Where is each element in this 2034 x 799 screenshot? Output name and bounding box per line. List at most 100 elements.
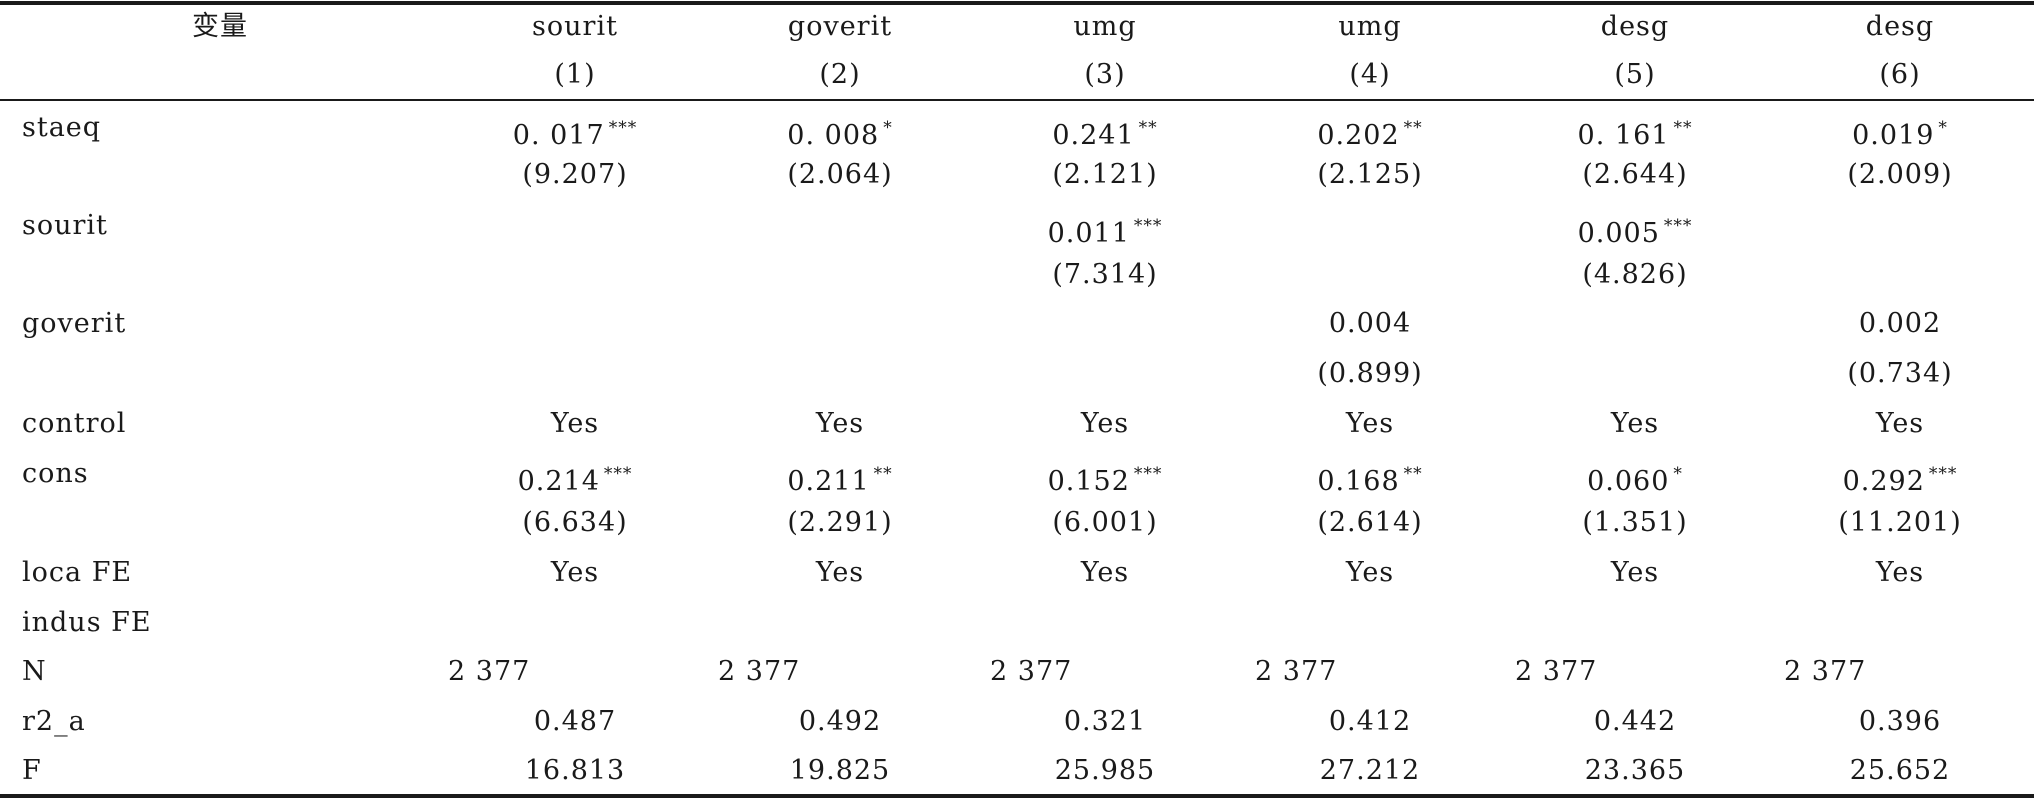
control-2: Yes: [815, 408, 865, 439]
staeq-t-3: (2.121): [1052, 159, 1158, 190]
header-row-col-numbers: (1) (2) (3) (4) (5) (6): [0, 50, 2034, 100]
significance-stars: ***: [1928, 464, 1958, 484]
row-label-goverit: goverit: [22, 308, 127, 339]
table-row-loca-fe: loca FE Yes Yes Yes Yes Yes Yes: [0, 548, 2034, 598]
loca-fe-3: Yes: [1080, 557, 1130, 588]
staeq-coef-2: 0. 008 *: [787, 118, 893, 151]
header-variable-label: 变量: [192, 11, 248, 42]
f-3: 25.985: [1054, 755, 1156, 786]
col-number-5: (5): [1614, 59, 1656, 90]
loca-fe-1: Yes: [550, 557, 600, 588]
cons-t-5: (1.351): [1582, 507, 1688, 538]
significance-stars: **: [1673, 118, 1693, 138]
n-6: 2 377: [1784, 656, 1867, 687]
staeq-t-6: (2.009): [1847, 159, 1953, 190]
table-row-staeq-tstat: (9.207) (2.064) (2.121) (2.125) (2.644) …: [0, 150, 2034, 200]
header-row-dep-vars: 变量 sourit goverit umg umg desg desg: [0, 2, 2034, 52]
cons-t-6: (11.201): [1838, 507, 1962, 538]
significance-stars: ***: [1133, 464, 1163, 484]
staeq-coef-1: 0. 017 ***: [512, 118, 638, 151]
loca-fe-5: Yes: [1610, 557, 1660, 588]
row-label-r2-a: r2_a: [22, 706, 86, 737]
cons-t-4: (2.614): [1317, 507, 1423, 538]
goverit-coef-4: 0.004: [1328, 308, 1412, 339]
loca-fe-6: Yes: [1875, 557, 1925, 588]
row-label-cons: cons: [22, 458, 89, 489]
table-row-cons-tstat: (6.634) (2.291) (6.001) (2.614) (1.351) …: [0, 498, 2034, 548]
r2-a-2: 0.492: [798, 706, 882, 737]
cons-coef-1: 0.214 ***: [517, 464, 633, 497]
cons-t-1: (6.634): [522, 507, 628, 538]
dep-var-3: umg: [1073, 11, 1137, 42]
f-5: 23.365: [1584, 755, 1686, 786]
control-1: Yes: [550, 408, 600, 439]
dep-var-6: desg: [1865, 11, 1935, 42]
table-row-f: F 16.813 19.825 25.985 27.212 23.365 25.…: [0, 746, 2034, 796]
f-6: 25.652: [1849, 755, 1951, 786]
row-label-indus-fe: indus FE: [22, 607, 152, 638]
staeq-t-4: (2.125): [1317, 159, 1423, 190]
table-row-goverit-tstat: (0.899) (0.734): [0, 349, 2034, 399]
significance-stars: *: [1938, 118, 1948, 138]
cons-coef-5: 0.060 *: [1587, 464, 1683, 497]
sourit-coef-5: 0.005 ***: [1577, 216, 1693, 249]
cons-t-3: (6.001): [1052, 507, 1158, 538]
col-number-3: (3): [1084, 59, 1126, 90]
staeq-t-1: (9.207): [522, 159, 628, 190]
cons-coef-6: 0.292 ***: [1842, 464, 1958, 497]
dep-var-2: goverit: [787, 11, 893, 42]
f-1: 16.813: [524, 755, 626, 786]
col-number-1: (1): [554, 59, 596, 90]
cons-coef-3: 0.152 ***: [1047, 464, 1163, 497]
n-2: 2 377: [718, 656, 801, 687]
significance-stars: ***: [1663, 216, 1693, 236]
dep-var-5: desg: [1600, 11, 1670, 42]
table-header-rule: [0, 99, 2034, 101]
table-row-indus-fe: indus FE: [0, 598, 2034, 648]
loca-fe-4: Yes: [1345, 557, 1395, 588]
f-4: 27.212: [1319, 755, 1421, 786]
staeq-t-5: (2.644): [1582, 159, 1688, 190]
r2-a-1: 0.487: [533, 706, 617, 737]
row-label-loca-fe: loca FE: [22, 557, 133, 588]
control-5: Yes: [1610, 408, 1660, 439]
significance-stars: *: [883, 118, 893, 138]
cons-coef-4: 0.168 **: [1317, 464, 1423, 497]
n-1: 2 377: [448, 656, 531, 687]
staeq-coef-4: 0.202 **: [1317, 118, 1423, 151]
row-label-staeq: staeq: [22, 112, 102, 143]
significance-stars: **: [1403, 118, 1423, 138]
staeq-coef-5: 0. 161 **: [1577, 118, 1693, 151]
staeq-coef-3: 0.241 **: [1052, 118, 1158, 151]
row-label-control: control: [22, 408, 127, 439]
sourit-t-3: (7.314): [1052, 259, 1158, 290]
staeq-coef-6: 0.019 *: [1852, 118, 1948, 151]
cons-t-2: (2.291): [787, 507, 893, 538]
table-row-control: control Yes Yes Yes Yes Yes Yes: [0, 399, 2034, 449]
n-4: 2 377: [1255, 656, 1338, 687]
r2-a-4: 0.412: [1328, 706, 1412, 737]
table-row-goverit: goverit 0.004 0.002: [0, 299, 2034, 349]
dep-var-4: umg: [1338, 11, 1402, 42]
goverit-coef-6: 0.002: [1858, 308, 1942, 339]
significance-stars: ***: [603, 464, 633, 484]
control-6: Yes: [1875, 408, 1925, 439]
col-number-2: (2): [819, 59, 861, 90]
control-4: Yes: [1345, 408, 1395, 439]
goverit-t-4: (0.899): [1317, 358, 1423, 389]
n-5: 2 377: [1515, 656, 1598, 687]
significance-stars: *: [1673, 464, 1683, 484]
goverit-t-6: (0.734): [1847, 358, 1953, 389]
n-3: 2 377: [990, 656, 1073, 687]
table-row-sourit: sourit 0.011 *** 0.005 ***: [0, 201, 2034, 251]
col-number-6: (6): [1879, 59, 1921, 90]
table-row-cons: cons 0.214 *** 0.211 ** 0.152 *** 0.168 ** 0…: [0, 449, 2034, 499]
significance-stars: **: [1403, 464, 1423, 484]
loca-fe-2: Yes: [815, 557, 865, 588]
table-row-staeq: staeq 0. 017 *** 0. 008 * 0.241 ** 0.202 ** …: [0, 103, 2034, 153]
control-3: Yes: [1080, 408, 1130, 439]
col-number-4: (4): [1349, 59, 1391, 90]
f-2: 19.825: [789, 755, 891, 786]
r2-a-6: 0.396: [1858, 706, 1942, 737]
row-label-f: F: [22, 755, 42, 786]
